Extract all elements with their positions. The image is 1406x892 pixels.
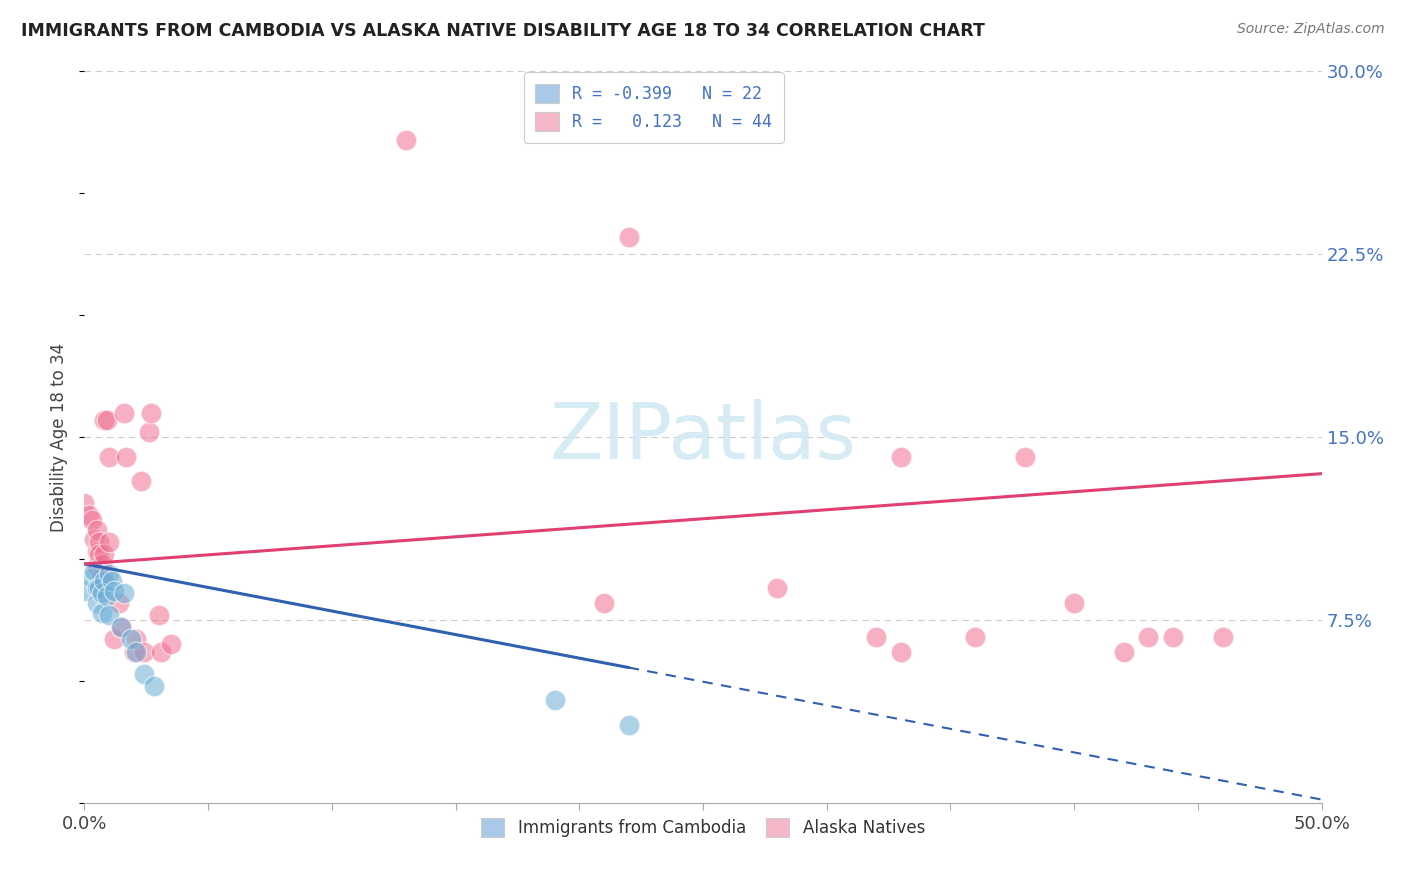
Y-axis label: Disability Age 18 to 34: Disability Age 18 to 34 — [51, 343, 69, 532]
Point — [90, 606, 112, 620]
Point — [617, 230, 640, 244]
Point — [80, 572, 103, 586]
Point — [89, 547, 111, 561]
Point — [890, 450, 912, 464]
Point — [122, 645, 145, 659]
Text: ZIPatlas: ZIPatlas — [550, 399, 856, 475]
Point — [865, 630, 887, 644]
Point — [103, 583, 125, 598]
Point — [148, 608, 170, 623]
Text: Source: ZipAtlas.com: Source: ZipAtlas.com — [1237, 22, 1385, 37]
Point — [100, 574, 122, 588]
Point — [129, 474, 152, 488]
Point — [543, 693, 565, 707]
Point — [1014, 450, 1036, 464]
Point — [90, 572, 112, 586]
Point — [1161, 630, 1184, 644]
Point — [1112, 645, 1135, 659]
Legend: Immigrants from Cambodia, Alaska Natives: Immigrants from Cambodia, Alaska Natives — [472, 810, 934, 846]
Point — [83, 564, 105, 578]
Point — [125, 632, 148, 647]
Point — [112, 406, 135, 420]
Point — [890, 645, 912, 659]
Point — [965, 630, 987, 644]
Point — [138, 425, 160, 440]
Point — [86, 596, 108, 610]
Point — [80, 513, 103, 527]
Point — [1137, 630, 1160, 644]
Point — [98, 535, 121, 549]
Point — [142, 679, 165, 693]
Point — [395, 133, 418, 147]
Point — [96, 589, 118, 603]
Text: IMMIGRANTS FROM CAMBODIA VS ALASKA NATIVE DISABILITY AGE 18 TO 34 CORRELATION CH: IMMIGRANTS FROM CAMBODIA VS ALASKA NATIV… — [21, 22, 986, 40]
Point — [141, 406, 163, 420]
Point — [593, 596, 616, 610]
Point — [86, 523, 108, 537]
Point — [132, 666, 155, 681]
Point — [132, 645, 155, 659]
Point — [93, 413, 115, 427]
Point — [766, 581, 789, 595]
Point — [96, 413, 118, 427]
Point — [115, 450, 138, 464]
Point — [79, 508, 101, 522]
Point — [110, 620, 132, 634]
Point — [98, 566, 121, 581]
Point — [103, 632, 125, 647]
Point — [108, 596, 131, 610]
Point — [89, 535, 111, 549]
Point — [73, 583, 96, 598]
Point — [86, 544, 108, 558]
Point — [160, 637, 183, 651]
Point — [98, 450, 121, 464]
Point — [93, 547, 115, 561]
Point — [1212, 630, 1234, 644]
Point — [90, 557, 112, 571]
Point — [86, 581, 108, 595]
Point — [617, 718, 640, 732]
Point — [98, 608, 121, 623]
Point — [90, 586, 112, 600]
Point — [73, 496, 96, 510]
Point — [110, 620, 132, 634]
Point — [112, 586, 135, 600]
Point — [86, 559, 108, 574]
Point — [93, 574, 115, 588]
Point — [125, 645, 148, 659]
Point — [120, 632, 142, 647]
Point — [89, 581, 111, 595]
Point — [83, 533, 105, 547]
Point — [150, 645, 173, 659]
Point — [1063, 596, 1085, 610]
